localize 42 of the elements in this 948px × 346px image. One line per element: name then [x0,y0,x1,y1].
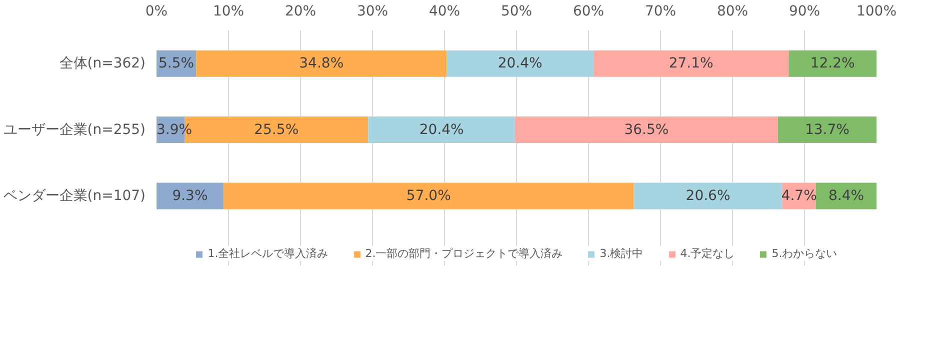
x-tick-label: 40% [428,4,460,20]
data-label: 8.4% [828,188,864,204]
data-label: 12.2% [810,56,855,72]
data-label: 57.0% [406,188,451,204]
y-tick-label: ユーザー企業(n=255) [3,122,146,138]
data-label: 20.6% [686,188,730,204]
x-tick-label: 50% [500,4,532,20]
data-label: 13.7% [804,122,850,138]
x-tick-label: 10% [212,4,244,20]
data-label: 9.3% [172,188,208,204]
bar [446,50,594,77]
bar [368,116,516,144]
y-tick-label: 全体(n=362) [59,56,146,72]
bar [594,50,789,77]
data-label: 25.5% [254,122,299,138]
bar [156,182,224,210]
bar [788,50,876,77]
x-tick-label: 30% [356,4,388,20]
x-tick-label: 0% [145,4,168,20]
bar [515,116,778,144]
bar [778,116,876,144]
x-tick-label: 80% [716,4,748,20]
legend-label: 3.検討中 [600,246,644,261]
data-label: 20.4% [498,56,542,72]
data-label: 36.5% [624,122,669,138]
x-tick-label: 60% [572,4,604,20]
data-label: 20.4% [419,122,464,138]
x-tick-label: 70% [644,4,676,20]
x-tick-label: 100% [856,4,897,20]
data-label: 34.8% [299,56,344,72]
legend-label: 2.一部の部門・プロジェクトで導入済み [365,246,563,261]
legend-label: 5.わからない [772,246,838,261]
data-label: 27.1% [668,56,714,72]
bar [223,182,634,210]
data-label: 5.5% [158,56,194,72]
legend-label: 4.予定なし [680,246,735,261]
y-tick-label: ベンダー企業(n=107) [3,188,146,204]
x-tick-label: 90% [788,4,820,20]
legend-label: 1.全社レベルで導入済み [208,246,328,261]
bar [196,50,447,77]
x-tick-label: 20% [284,4,316,20]
bar [634,182,782,210]
